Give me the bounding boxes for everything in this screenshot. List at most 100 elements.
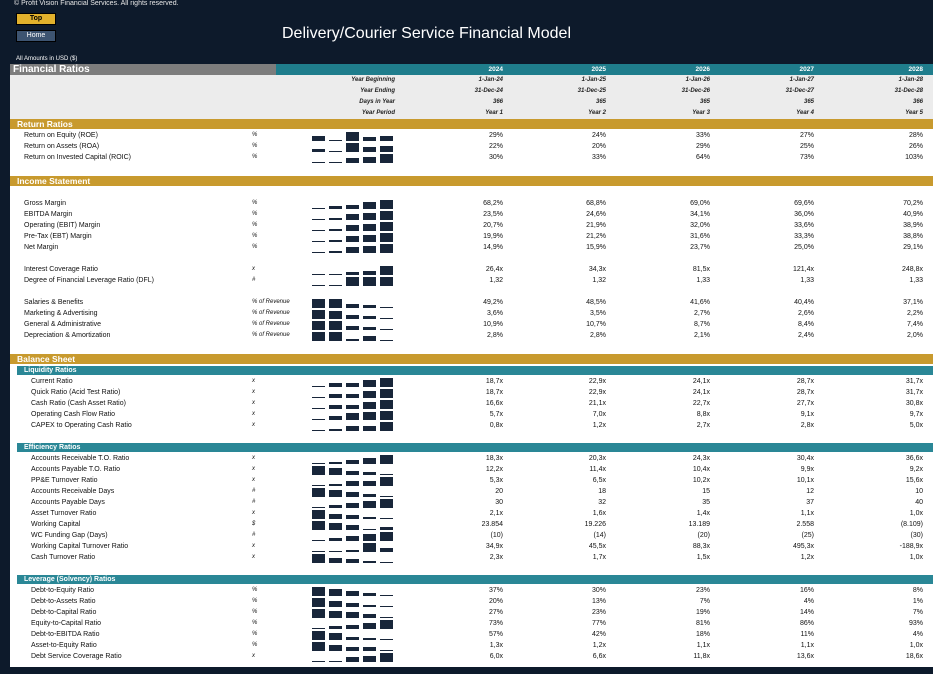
- sparkline-bar: [312, 208, 325, 209]
- row-value: 40,9%: [903, 211, 923, 218]
- table-row: Accounts Receivable Days #20 18 15 12 10: [10, 487, 933, 498]
- table-row: Depreciation & Amortization % of Revenue 2…: [10, 331, 933, 342]
- sparkline-bars: [312, 131, 398, 142]
- row-unit: %: [252, 620, 258, 626]
- sparkline-bars: [312, 320, 398, 331]
- sparkline-bar: [329, 274, 342, 275]
- meta-value: 31-Dec-28: [894, 88, 923, 94]
- sparkline-bar: [363, 426, 376, 431]
- row-value: 68,2%: [483, 200, 503, 207]
- row-value: 25,0%: [794, 244, 814, 251]
- row-label: Asset-to-Equity Ratio: [31, 642, 97, 649]
- row-value: 24%: [591, 132, 606, 139]
- row-value: 10,9%: [483, 321, 503, 328]
- sparkline-bar: [346, 326, 359, 330]
- sparkline-bar: [346, 625, 359, 629]
- row-unit: x: [252, 653, 255, 659]
- sparkline-bar: [312, 321, 325, 330]
- sparkline-bars: [312, 641, 398, 652]
- row-label: Accounts Receivable T.O. Ratio: [31, 455, 130, 462]
- row-unit: x: [252, 466, 255, 472]
- sparkline-bar: [312, 628, 325, 629]
- row-label: Current Ratio: [31, 378, 73, 385]
- sparkline-bar: [346, 637, 359, 640]
- sparkline-bar: [312, 642, 325, 651]
- meta-label: Year Period: [361, 110, 395, 116]
- row-value: 6,5x: [592, 477, 606, 484]
- sparkline-bar: [346, 647, 359, 651]
- sparkline-bar: [312, 219, 325, 220]
- row-value: 23.854: [481, 521, 503, 528]
- row-label: Gross Margin: [24, 200, 67, 207]
- row-unit: % of Revenue: [252, 299, 290, 305]
- row-value: 73%: [488, 620, 503, 627]
- table-row: Return on Invested Capital (ROIC)% 30% 33%…: [10, 153, 933, 164]
- row-value: 10: [915, 488, 923, 495]
- sparkline-bar: [312, 419, 325, 420]
- row-unit: %: [252, 132, 258, 138]
- sparkline-bar: [312, 587, 325, 596]
- row-value: 9,1x: [800, 411, 814, 418]
- sparkline-bar: [312, 488, 325, 497]
- table-row: Interest Coverage Ratio x 26,4x 34,3x 81,5x 1…: [10, 265, 933, 276]
- row-value: 23%: [695, 587, 710, 594]
- sparkline-bar: [329, 538, 342, 541]
- row-unit: x: [252, 477, 255, 483]
- row-value: 18%: [695, 631, 710, 638]
- row-unit: #: [252, 277, 256, 283]
- row-value: 1,6x: [592, 510, 606, 517]
- row-value: 1,32: [489, 277, 503, 284]
- sparkline-bars: [312, 210, 398, 221]
- ratios-sheet: Financial Ratios 2024 2025 2026 2027 2028 Yea…: [10, 64, 933, 667]
- row-unit: x: [252, 554, 255, 560]
- table-row: Operating (EBIT) Margin% 20,7% 21,9% 32,0% 3…: [10, 221, 933, 232]
- table-row: Accounts Payable T.O. Ratio x 12,2x 11,4x 10…: [10, 465, 933, 476]
- sparkline-bar: [363, 402, 376, 409]
- sparkline-bar: [329, 661, 342, 662]
- row-value: 31,6%: [690, 233, 710, 240]
- sparkline-bars: [312, 377, 398, 388]
- top-button[interactable]: Top: [16, 13, 56, 25]
- section-header: Income Statement: [10, 176, 933, 186]
- sparkline-bar: [346, 550, 359, 552]
- row-value: 4%: [803, 598, 814, 605]
- row-value: 8%: [912, 587, 923, 594]
- year-header: 2027: [799, 66, 814, 73]
- row-value: 1,5x: [696, 554, 710, 561]
- sparkline-bar: [380, 211, 393, 220]
- row-value: 64%: [695, 154, 710, 161]
- sparkline-bar: [363, 501, 376, 508]
- meta-value: 366: [492, 99, 503, 105]
- sparkline-bar: [312, 661, 325, 662]
- sparkline-bar: [380, 474, 393, 475]
- sparkline-bars: [312, 399, 398, 410]
- row-value: 7,0x: [592, 411, 606, 418]
- row-value: 27,7x: [796, 400, 814, 407]
- sparkline-bar: [329, 558, 342, 563]
- meta-value: 31-Dec-24: [474, 88, 503, 94]
- table-row: Asset Turnover Ratio x 2,1x 1,6x 1,4x 1,1x 1,0…: [10, 509, 933, 520]
- sparkline-bar: [380, 496, 393, 497]
- sparkline-bar: [312, 332, 325, 341]
- sparkline-bar: [312, 162, 325, 163]
- sparkline-bars: [312, 652, 398, 663]
- sparkline-bar: [312, 230, 325, 231]
- sparkline-bars: [312, 298, 398, 309]
- row-label: Operating (EBIT) Margin: [24, 222, 101, 229]
- row-value: 88,3x: [692, 543, 710, 550]
- sparkline-bar: [312, 598, 325, 607]
- row-value: 8,4%: [798, 321, 814, 328]
- table-row: Salaries & Benefits % of Revenue 49,2% 48,5…: [10, 298, 933, 309]
- row-value: 33,6%: [794, 222, 814, 229]
- sparkline-bar: [312, 310, 325, 319]
- row-value: 33,3%: [794, 233, 814, 240]
- row-value: 2,2%: [907, 310, 923, 317]
- row-unit: #: [252, 499, 256, 505]
- sparkline-bar: [312, 521, 325, 530]
- row-label: Operating Cash Flow Ratio: [31, 411, 116, 418]
- row-value: 70,2%: [903, 200, 923, 207]
- sparkline-bar: [346, 277, 359, 286]
- row-value: 33%: [591, 154, 606, 161]
- home-button[interactable]: Home: [16, 30, 56, 42]
- sparkline-bar: [329, 523, 342, 530]
